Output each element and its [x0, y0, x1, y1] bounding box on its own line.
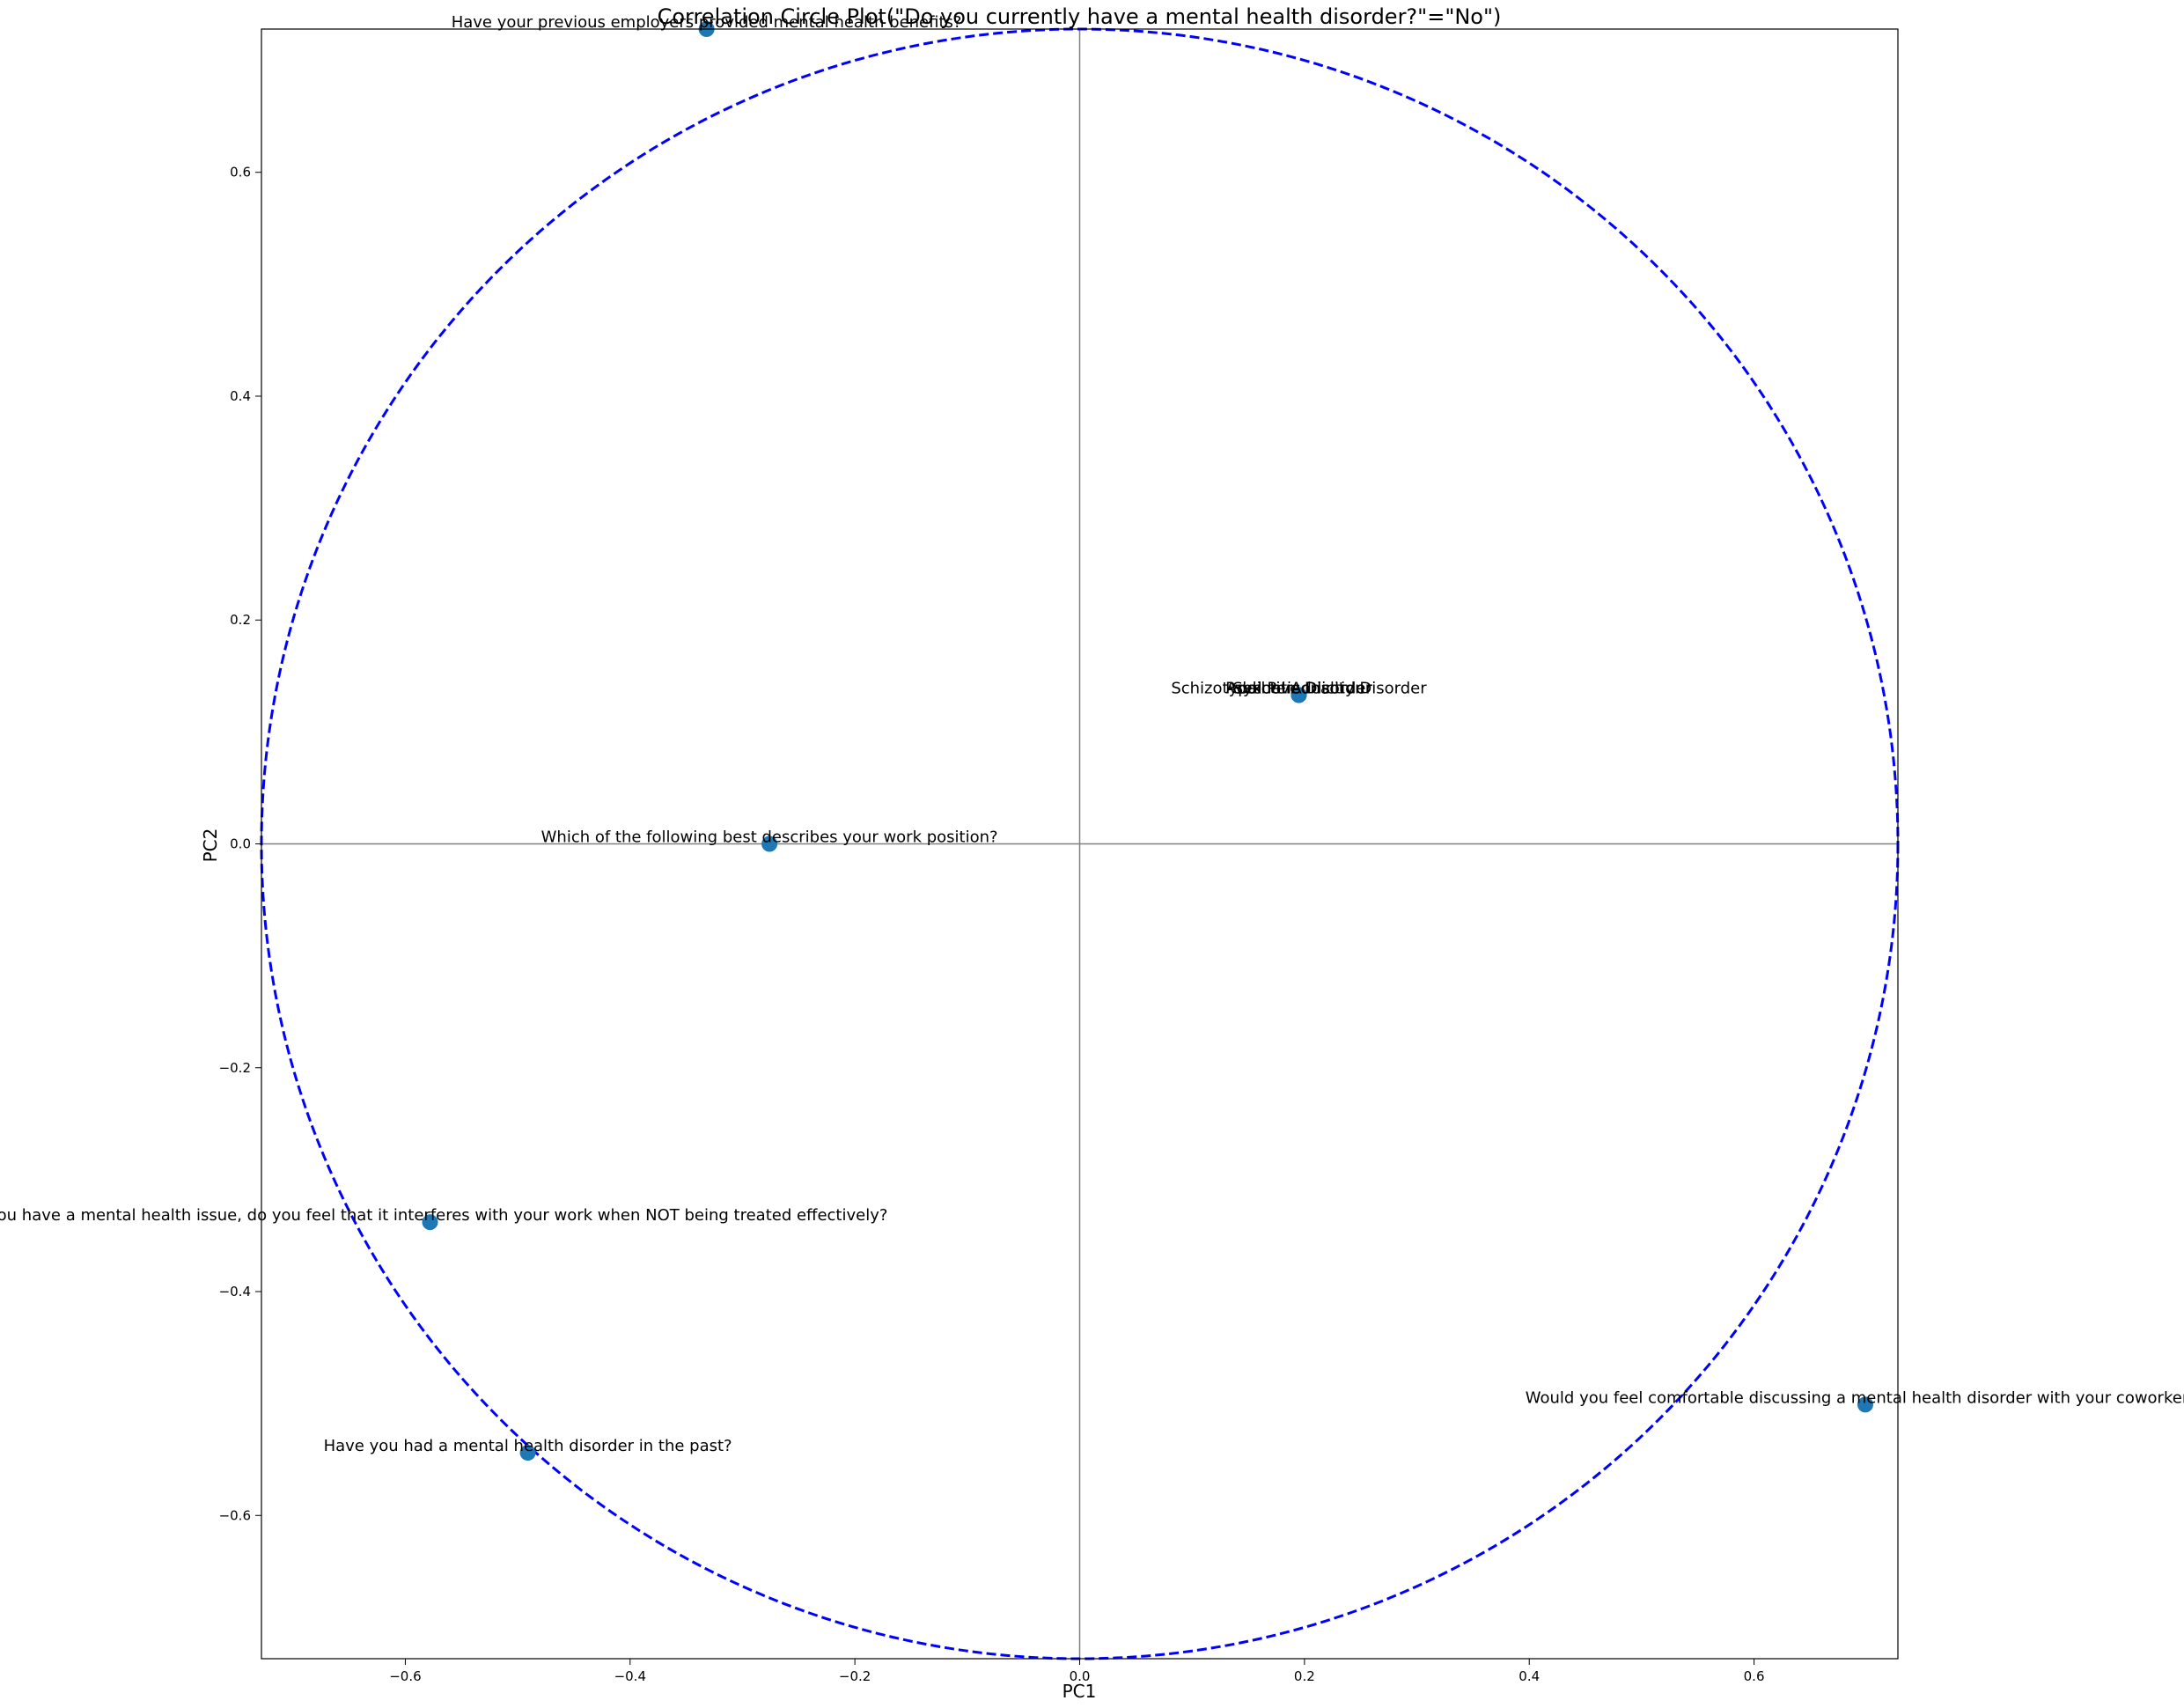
- data-point-label: Would you feel comfortable discussing a …: [1526, 1388, 2184, 1407]
- x-tick-label: −0.6: [389, 1668, 421, 1684]
- data-point: [519, 1445, 536, 1461]
- x-tick-label: 0.4: [1519, 1668, 1540, 1684]
- y-tick-label: −0.6: [219, 1507, 251, 1523]
- data-point-label: If you have a mental health issue, do yo…: [0, 1206, 887, 1225]
- x-tick-label: 0.0: [1070, 1668, 1091, 1684]
- x-tick-label: 0.6: [1744, 1668, 1765, 1684]
- y-tick-label: 0.6: [230, 165, 251, 180]
- data-point-label: Schizotypal Personality Disorder: [1171, 679, 1427, 697]
- chart-title: Correlation Circle Plot("Do you currentl…: [658, 4, 1502, 29]
- data-point-label: Psychotic Disorder: [1225, 679, 1372, 697]
- y-tick-label: −0.2: [219, 1060, 251, 1076]
- y-tick-label: −0.4: [219, 1284, 251, 1299]
- y-axis-label: PC2: [200, 828, 221, 863]
- data-point-label: Which of the following best describes yo…: [541, 828, 998, 847]
- data-point-label: Have you had a mental health disorder in…: [324, 1437, 732, 1455]
- y-tick-label: 0.4: [230, 388, 251, 404]
- data-point-label: Have your previous employers provided me…: [452, 13, 962, 32]
- y-tick-label: 0.0: [230, 836, 251, 852]
- data-point: [1857, 1396, 1873, 1413]
- data-point-label: Addictive Disorder: [1226, 679, 1372, 697]
- x-tick-label: 0.2: [1294, 1668, 1315, 1684]
- x-axis-label: PC1: [1063, 1681, 1097, 1702]
- data-point: [1291, 687, 1307, 703]
- y-tick-label: 0.2: [230, 612, 251, 628]
- data-point: [761, 836, 778, 852]
- data-point-label: Sexual Addiction: [1232, 679, 1364, 697]
- x-tick-label: −0.2: [839, 1668, 871, 1684]
- x-tick-label: −0.4: [614, 1668, 646, 1684]
- data-point: [422, 1214, 438, 1231]
